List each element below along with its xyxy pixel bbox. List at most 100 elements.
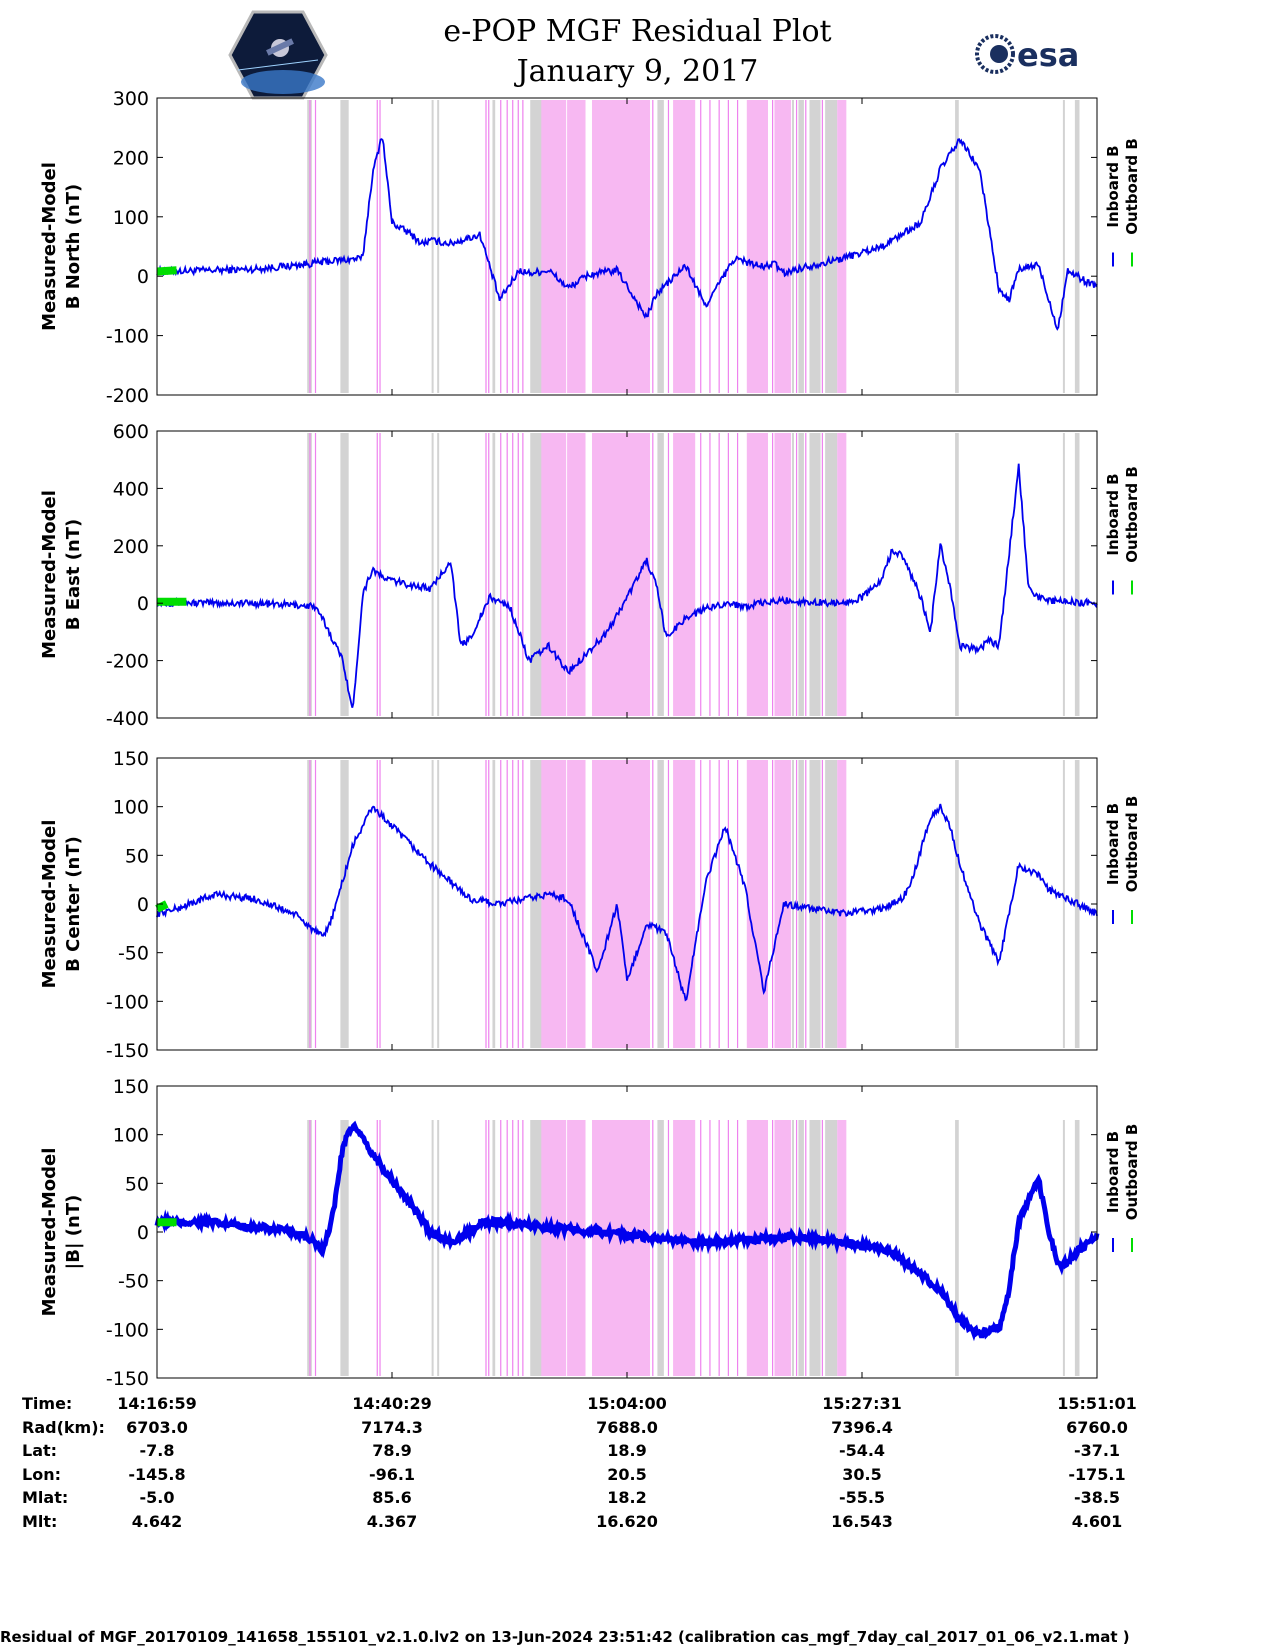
info-cell: 18.9 [607, 1441, 647, 1460]
outboard-b-line [156, 266, 177, 276]
outboard-b-line [155, 900, 169, 913]
legend-label: Inboard B [1104, 1131, 1122, 1213]
magenta-band [591, 1120, 651, 1376]
magenta-band [567, 100, 586, 393]
info-cell: 85.6 [372, 1488, 412, 1507]
y-tick-label: -150 [106, 1368, 149, 1390]
info-cell: 18.2 [607, 1488, 647, 1507]
gray-band [825, 1120, 838, 1376]
info-cell: -37.1 [1073, 1441, 1121, 1460]
y-axis-label: B Center (nT) [63, 836, 84, 972]
info-cell: 78.9 [372, 1441, 412, 1460]
info-cell: 15:04:00 [587, 1394, 667, 1413]
magenta-band [774, 1120, 792, 1376]
info-cell: 16.620 [596, 1511, 658, 1531]
gray-band [431, 760, 434, 1048]
magenta-band [837, 1120, 847, 1376]
gray-band [809, 433, 821, 716]
y-axis-label: Measured-Model [39, 490, 60, 659]
info-cell: 7396.4 [831, 1417, 893, 1437]
gray-band [431, 100, 434, 393]
gray-band [1062, 760, 1065, 1048]
gray-band [1074, 433, 1080, 716]
y-tick-label: 0 [137, 266, 149, 288]
info-cell: 15:51:01 [1057, 1394, 1137, 1413]
chart-title: e-POP MGF Residual Plot [443, 14, 832, 49]
gray-band [530, 100, 542, 393]
info-row-label: Time: [22, 1394, 73, 1413]
gray-band [657, 100, 664, 393]
gray-band [657, 1120, 664, 1376]
info-row-label: Lat: [22, 1441, 58, 1460]
info-cell: 7174.3 [361, 1417, 423, 1437]
y-tick-label: 200 [113, 147, 149, 169]
gray-band [791, 433, 794, 716]
panel-3: 150 100 50 0 -50 -100 -150 Measured-Model B Cent… [39, 748, 1141, 1062]
gray-band [955, 1120, 959, 1376]
gray-band [798, 100, 804, 393]
y-tick-label: 150 [113, 1076, 149, 1098]
info-cell: 4.642 [131, 1511, 183, 1531]
y-tick-label: 50 [125, 845, 149, 867]
inboard-b-line [156, 463, 1098, 708]
info-cell: 14:40:29 [352, 1394, 432, 1413]
inboard-b-line [156, 803, 1098, 1002]
panel-2: 600 400 200 0 -200 -400 Measured-Model B East (… [39, 421, 1141, 730]
magenta-band [673, 433, 696, 716]
y-tick-label: -400 [106, 708, 149, 730]
magenta-band [774, 433, 792, 716]
gray-band [809, 760, 821, 1048]
legend-label: Outboard B [1123, 796, 1141, 893]
esa-logo-text: esa [1017, 36, 1079, 74]
info-cell: 20.5 [607, 1464, 647, 1484]
gray-band [1062, 100, 1065, 393]
y-tick-label: -150 [106, 1040, 149, 1062]
gray-band [809, 100, 821, 393]
info-cell: 7688.0 [596, 1417, 658, 1437]
magenta-band [837, 100, 847, 393]
magenta-band [774, 100, 792, 393]
gray-band [791, 100, 794, 393]
y-tick-label: 100 [113, 797, 149, 819]
footer-caption: Residual of MGF_20170109_141658_155101_v… [0, 1628, 1130, 1646]
gray-band [825, 760, 838, 1048]
y-axis-label: Measured-Model [39, 162, 60, 331]
y-tick-label: 400 [113, 478, 149, 500]
magenta-band [746, 433, 768, 716]
y-axis-label: Measured-Model [39, 820, 60, 989]
info-row-label: Mlt: [22, 1511, 58, 1531]
gray-band [340, 100, 349, 393]
y-tick-label: -100 [106, 1319, 149, 1341]
y-tick-label: -50 [118, 943, 149, 965]
gray-band [530, 433, 542, 716]
y-tick-label: 300 [113, 88, 149, 110]
inboard-b-line [156, 138, 1098, 331]
gray-band [798, 433, 804, 716]
gray-band [437, 760, 440, 1048]
info-row-label: Mlat: [22, 1488, 69, 1507]
info-cell: -5.0 [139, 1488, 175, 1507]
magenta-band [746, 1120, 768, 1376]
y-tick-label: -200 [106, 385, 149, 407]
info-cell: -55.5 [838, 1488, 886, 1507]
info-cell: -38.5 [1073, 1488, 1121, 1507]
legend-label: Inboard B [1104, 145, 1122, 227]
legend-label: Inboard B [1104, 473, 1122, 555]
y-tick-label: -200 [106, 651, 149, 673]
gray-band [530, 1120, 542, 1376]
gray-band [825, 100, 838, 393]
info-cell: 15:27:31 [822, 1394, 902, 1413]
y-tick-label: -50 [118, 1271, 149, 1293]
info-cell: 6703.0 [126, 1417, 188, 1437]
y-tick-label: -100 [106, 991, 149, 1013]
legend-label: Outboard B [1123, 1124, 1141, 1221]
esa-logo: esa [975, 34, 1079, 74]
info-row-label: Lon: [22, 1464, 61, 1484]
legend-label: Outboard B [1123, 138, 1141, 235]
gray-band [955, 433, 959, 716]
magenta-band [591, 433, 651, 716]
y-tick-label: 200 [113, 536, 149, 558]
magenta-band [673, 100, 696, 393]
gray-band [431, 433, 434, 716]
